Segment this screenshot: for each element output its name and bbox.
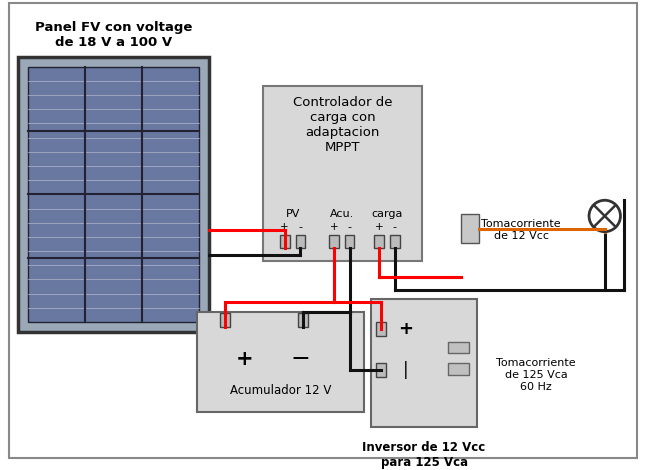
Text: |: |	[402, 361, 408, 379]
Text: Panel FV con voltage
de 18 V a 100 V: Panel FV con voltage de 18 V a 100 V	[35, 21, 192, 49]
Bar	[461, 214, 479, 243]
Text: +: +	[235, 349, 253, 369]
Text: PV: PV	[286, 209, 300, 219]
Bar	[390, 235, 400, 248]
Text: −: −	[291, 347, 311, 371]
Bar	[28, 67, 200, 322]
Text: carga: carga	[371, 209, 402, 219]
Text: -: -	[348, 222, 351, 232]
Bar	[263, 86, 422, 261]
Bar	[448, 342, 469, 353]
Circle shape	[589, 200, 620, 232]
Text: Acu.: Acu.	[329, 209, 354, 219]
Bar	[197, 312, 364, 412]
Text: Tomacorriente
de 12 Vcc: Tomacorriente de 12 Vcc	[481, 219, 561, 241]
Bar	[376, 363, 386, 377]
Bar	[376, 322, 386, 336]
Bar	[371, 299, 477, 427]
Text: +: +	[329, 222, 338, 232]
Bar	[298, 313, 308, 327]
Bar	[329, 235, 339, 248]
Text: -: -	[298, 222, 302, 232]
Bar	[220, 313, 230, 327]
Bar	[448, 363, 469, 375]
Bar	[17, 57, 209, 332]
Text: +: +	[280, 222, 289, 232]
Text: Acumulador 12 V: Acumulador 12 V	[230, 384, 331, 397]
Text: Controlador de
carga con
adaptacion
MPPT: Controlador de carga con adaptacion MPPT	[293, 96, 392, 154]
Bar	[295, 235, 306, 248]
Bar	[344, 235, 355, 248]
Text: -: -	[393, 222, 397, 232]
Bar	[280, 235, 289, 248]
Bar	[374, 235, 384, 248]
Text: +: +	[398, 320, 413, 338]
Text: +: +	[375, 222, 383, 232]
Text: Tomacorriente
de 125 Vca
60 Hz: Tomacorriente de 125 Vca 60 Hz	[496, 359, 576, 392]
Text: Inversor de 12 Vcc
para 125 Vca: Inversor de 12 Vcc para 125 Vca	[362, 440, 486, 469]
